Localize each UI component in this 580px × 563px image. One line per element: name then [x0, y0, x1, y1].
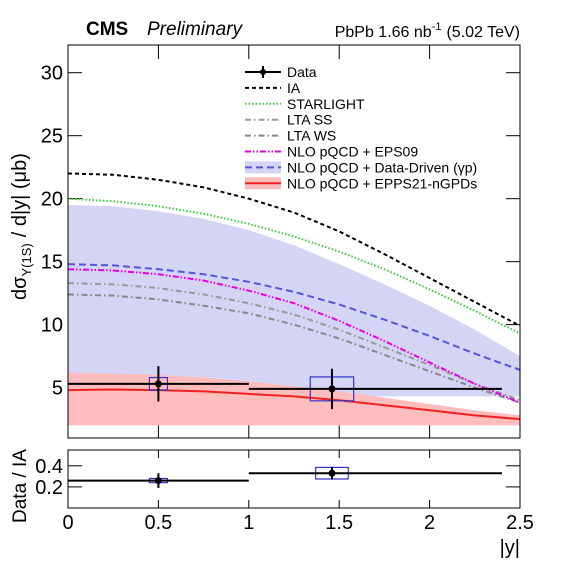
plot-frame [67, 44, 521, 439]
experiment: CMS [86, 19, 128, 40]
y-tick-label: 25 [41, 126, 63, 148]
y-tick-label: 10 [41, 315, 63, 337]
x-tick-label: 2 [424, 512, 435, 534]
legend-symbol [260, 69, 266, 75]
legend-label: NLO pQCD + EPPS21-nGPDs [287, 175, 477, 191]
x-tick-label: 2.5 [506, 512, 534, 534]
y-label-sub: Υ(1S) [19, 243, 34, 276]
title-energy: (5.02 TeV) [446, 24, 520, 41]
curve [67, 197, 521, 335]
legend-label: STARLIGHT [287, 96, 365, 112]
y-tick-label: 0.2 [35, 477, 63, 499]
legend-label: IA [287, 80, 301, 96]
legend-label: NLO pQCD + Data-Driven (γp) [287, 159, 477, 175]
curve [67, 263, 521, 371]
title-sup: -1 [432, 21, 442, 33]
x-tick-label: 1 [243, 512, 254, 534]
y-label-rest: / d|y| (μb) [9, 153, 31, 237]
y-tick-label: 20 [41, 189, 63, 211]
legend-label: NLO pQCD + EPS09 [287, 144, 418, 160]
plot-frame [67, 449, 521, 509]
data-point [154, 380, 162, 388]
x-axis-label: |y| [500, 537, 520, 559]
y-tick-label: 5 [52, 378, 63, 400]
curve [67, 388, 521, 421]
curve [67, 293, 521, 404]
y-axis-label: dσΥ(1S) / d|y| (μb) [9, 153, 34, 300]
y-label-main: dσ [9, 276, 31, 300]
legend-label: LTA WS [287, 128, 336, 144]
ratio-y-label: Data / IA [10, 449, 31, 523]
status: Preliminary [147, 19, 244, 40]
chart-title: PbPb 1.66 nb-1 (5.02 TeV) [335, 21, 520, 41]
data-point [328, 469, 336, 477]
x-tick-label: 1.5 [325, 512, 353, 534]
y-tick-label: 30 [41, 63, 63, 85]
title-text: PbPb 1.66 nb [335, 24, 432, 41]
legend-label: Data [287, 64, 317, 80]
data-point [328, 385, 336, 393]
x-tick-label: 0.5 [144, 512, 172, 534]
y-tick-label: 15 [41, 252, 63, 274]
y-tick-label: 0.4 [35, 456, 63, 478]
x-tick-label: 0 [62, 512, 73, 534]
band [68, 372, 520, 426]
data-point [154, 477, 162, 485]
curve [67, 268, 521, 404]
band [68, 204, 520, 397]
legend-label: LTA SS [287, 112, 332, 128]
